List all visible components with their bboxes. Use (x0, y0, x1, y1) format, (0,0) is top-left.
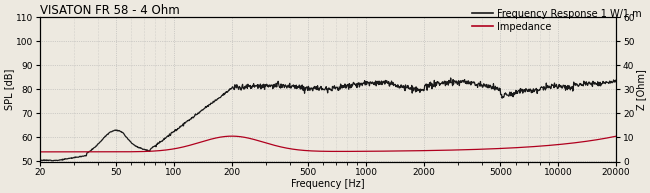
X-axis label: Frequency [Hz]: Frequency [Hz] (291, 179, 365, 189)
Text: VISATON FR 58 - 4 Ohm: VISATON FR 58 - 4 Ohm (40, 4, 179, 17)
Legend: Frequency Response 1 W/1 m, Impedance: Frequency Response 1 W/1 m, Impedance (472, 9, 642, 32)
Y-axis label: Z [Ohm]: Z [Ohm] (636, 69, 646, 110)
Y-axis label: SPL [dB]: SPL [dB] (4, 69, 14, 110)
